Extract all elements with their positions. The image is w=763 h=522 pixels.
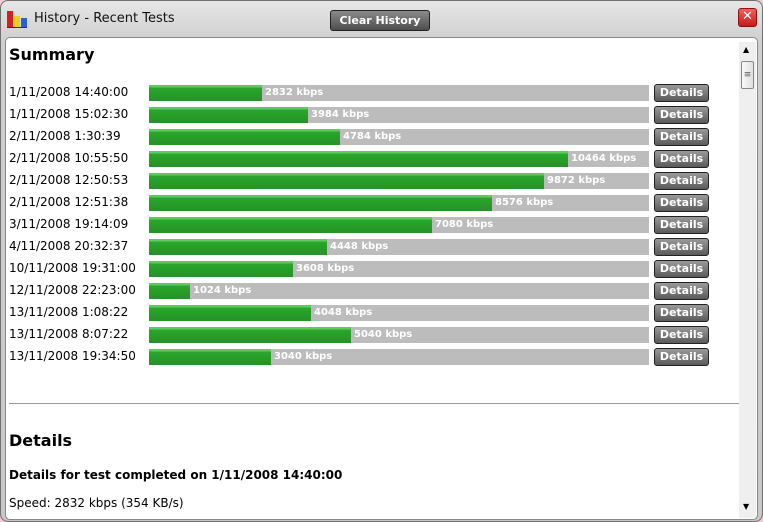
content-panel: Summary 1/11/2008 14:40:00 2832 kbps Detai…: [5, 37, 758, 520]
speed-bar-fill: [149, 305, 311, 321]
details-button[interactable]: Details: [654, 238, 709, 256]
details-button[interactable]: Details: [654, 326, 709, 344]
speed-bar-fill: [149, 239, 327, 255]
details-button[interactable]: Details: [654, 84, 709, 102]
test-date: 2/11/2008 10:55:50: [9, 151, 129, 165]
speed-bar-fill: [149, 261, 293, 277]
speed-value: 4448 kbps: [330, 241, 389, 252]
scroll-thumb[interactable]: ≡: [741, 61, 754, 89]
test-date: 13/11/2008 19:34:50: [9, 349, 136, 363]
details-button[interactable]: Details: [654, 260, 709, 278]
history-row: 13/11/2008 19:34:50 3040 kbps Details: [6, 348, 741, 366]
summary-heading: Summary: [9, 45, 95, 64]
speed-bar-fill: [149, 129, 340, 145]
speed-bar-track: 5040 kbps: [149, 327, 649, 343]
details-button[interactable]: Details: [654, 282, 709, 300]
speed-bar-fill: [149, 173, 544, 189]
clear-history-button[interactable]: Clear History: [330, 10, 430, 31]
divider: [9, 403, 739, 404]
history-row: 3/11/2008 19:14:09 7080 kbps Details: [6, 216, 741, 234]
speed-bar-track: 4784 kbps: [149, 129, 649, 145]
speed-bar-track: 8576 kbps: [149, 195, 649, 211]
details-button[interactable]: Details: [654, 348, 709, 366]
test-date: 12/11/2008 22:23:00: [9, 283, 136, 297]
speed-value: 10464 kbps: [571, 153, 637, 164]
history-row: 4/11/2008 20:32:37 4448 kbps Details: [6, 238, 741, 256]
speed-value: 1024 kbps: [193, 285, 252, 296]
history-row: 2/11/2008 1:30:39 4784 kbps Details: [6, 128, 741, 146]
test-date: 2/11/2008 12:51:38: [9, 195, 129, 209]
speed-value: 3608 kbps: [296, 263, 355, 274]
speed-value: 3040 kbps: [274, 351, 333, 362]
speed-value: 7080 kbps: [435, 219, 494, 230]
speed-bar-fill: [149, 217, 432, 233]
history-row: 13/11/2008 8:07:22 5040 kbps Details: [6, 326, 741, 344]
details-button[interactable]: Details: [654, 106, 709, 124]
speed-bar-track: 3608 kbps: [149, 261, 649, 277]
history-row: 2/11/2008 12:50:53 9872 kbps Details: [6, 172, 741, 190]
speed-bar-track: 9872 kbps: [149, 173, 649, 189]
speed-bar-track: 3040 kbps: [149, 349, 649, 365]
test-date: 10/11/2008 19:31:00: [9, 261, 136, 275]
speed-bar-fill: [149, 107, 308, 123]
test-date: 13/11/2008 1:08:22: [9, 305, 129, 319]
history-row: 2/11/2008 10:55:50 10464 kbps Details: [6, 150, 741, 168]
details-button[interactable]: Details: [654, 304, 709, 322]
speed-bar-fill: [149, 195, 492, 211]
scroll-up-icon[interactable]: ▲: [743, 45, 750, 54]
history-row: 10/11/2008 19:31:00 3608 kbps Details: [6, 260, 741, 278]
speed-bar-fill: [149, 327, 351, 343]
title-bar[interactable]: History - Recent Tests Clear History ✕: [1, 1, 762, 37]
test-date: 2/11/2008 1:30:39: [9, 129, 121, 143]
test-date: 2/11/2008 12:50:53: [9, 173, 129, 187]
details-button[interactable]: Details: [654, 150, 709, 168]
bar-chart-icon: [7, 11, 27, 28]
speed-bar-fill: [149, 349, 271, 365]
speed-value: 4048 kbps: [314, 307, 373, 318]
history-row: 13/11/2008 1:08:22 4048 kbps Details: [6, 304, 741, 322]
speed-bar-fill: [149, 283, 190, 299]
details-button[interactable]: Details: [654, 216, 709, 234]
speed-bar-track: 3984 kbps: [149, 107, 649, 123]
details-button[interactable]: Details: [654, 194, 709, 212]
details-subtitle: Details for test completed on 1/11/2008 …: [9, 468, 343, 482]
scroll-down-icon[interactable]: ▼: [743, 502, 750, 511]
history-row: 2/11/2008 12:51:38 8576 kbps Details: [6, 194, 741, 212]
details-button[interactable]: Details: [654, 172, 709, 190]
speed-bar-track: 2832 kbps: [149, 85, 649, 101]
speed-bar-track: 4448 kbps: [149, 239, 649, 255]
details-heading: Details: [9, 431, 73, 450]
details-button[interactable]: Details: [654, 128, 709, 146]
history-row: 1/11/2008 15:02:30 3984 kbps Details: [6, 106, 741, 124]
speed-bar-track: 10464 kbps: [149, 151, 649, 167]
speed-bar-track: 1024 kbps: [149, 283, 649, 299]
speed-bar-fill: [149, 85, 262, 101]
test-date: 3/11/2008 19:14:09: [9, 217, 129, 231]
history-row: 12/11/2008 22:23:00 1024 kbps Details: [6, 282, 741, 300]
window-title: History - Recent Tests: [34, 11, 175, 26]
speed-value: 8576 kbps: [495, 197, 554, 208]
history-row: 1/11/2008 14:40:00 2832 kbps Details: [6, 84, 741, 102]
test-date: 4/11/2008 20:32:37: [9, 239, 129, 253]
test-date: 13/11/2008 8:07:22: [9, 327, 129, 341]
speed-bar-track: 7080 kbps: [149, 217, 649, 233]
speed-value: 3984 kbps: [311, 109, 370, 120]
vertical-scrollbar[interactable]: ▲ ≡ ▼: [739, 42, 756, 518]
details-speed: Speed: 2832 kbps (354 KB/s): [9, 496, 184, 510]
speed-value: 2832 kbps: [265, 87, 324, 98]
speed-value: 4784 kbps: [343, 131, 402, 142]
close-icon[interactable]: ✕: [738, 8, 757, 27]
speed-value: 9872 kbps: [547, 175, 606, 186]
speed-bar-fill: [149, 151, 568, 167]
speed-value: 5040 kbps: [354, 329, 413, 340]
speed-bar-track: 4048 kbps: [149, 305, 649, 321]
test-date: 1/11/2008 15:02:30: [9, 107, 129, 121]
test-date: 1/11/2008 14:40:00: [9, 85, 129, 99]
